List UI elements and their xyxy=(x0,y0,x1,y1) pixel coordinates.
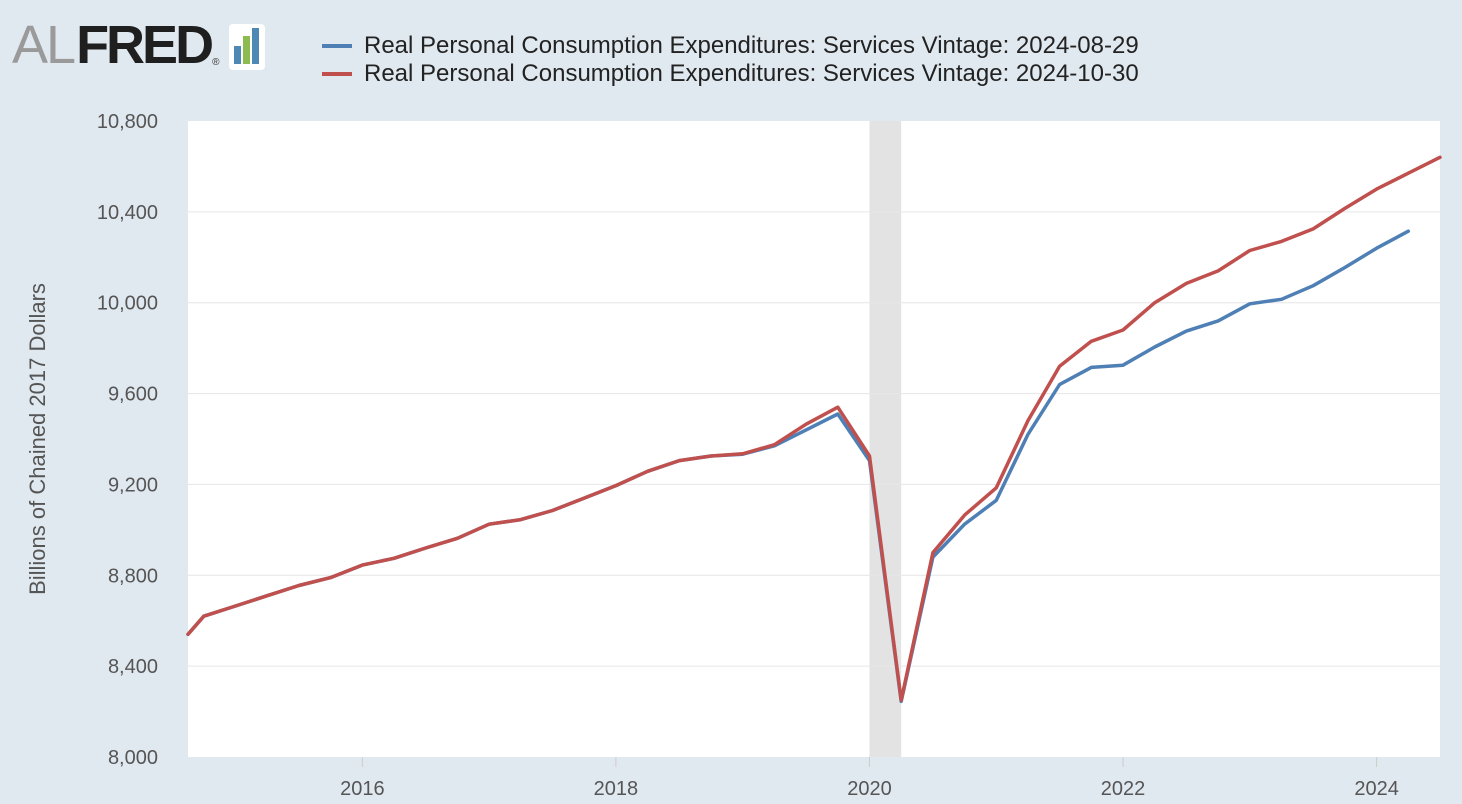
y-tick-label: 8,400 xyxy=(108,656,158,678)
x-tick-label: 2016 xyxy=(340,778,385,800)
x-tick-labels-layer: 2016 2018 2020 2022 2024 xyxy=(340,757,1399,800)
y-tick-label: 8,800 xyxy=(108,565,158,587)
legend-label: Real Personal Consumption Expenditures: … xyxy=(364,60,1139,87)
y-tick-label: 8,000 xyxy=(108,747,158,769)
legend-item-vintage-2024-08-29[interactable]: Real Personal Consumption Expenditures: … xyxy=(322,32,1139,60)
y-tick-label: 9,200 xyxy=(108,474,158,496)
y-tick-label: 9,600 xyxy=(108,384,158,406)
series-layer xyxy=(186,155,1442,704)
y-tick-labels-layer: 8,000 8,400 8,800 9,200 9,600 10,000 10,400 10,… xyxy=(97,111,158,769)
y-tick-label: 10,800 xyxy=(97,111,158,133)
legend-item-vintage-2024-10-30[interactable]: Real Personal Consumption Expenditures: … xyxy=(322,60,1139,88)
gridlines-layer xyxy=(188,211,1440,667)
legend-swatch xyxy=(322,44,352,48)
x-tick-label: 2022 xyxy=(1101,778,1146,800)
x-tick-label: 2024 xyxy=(1354,778,1399,800)
logo-bar-icon xyxy=(243,36,251,64)
plot-area xyxy=(188,121,1440,757)
alfred-logo[interactable]: AL FRED ® xyxy=(12,15,266,75)
legend-swatch xyxy=(322,72,352,76)
chart-legend: Real Personal Consumption Expenditures: … xyxy=(322,32,1139,88)
x-tick-label: 2018 xyxy=(594,778,639,800)
logo-fred-text: FRED xyxy=(76,15,214,75)
y-tick-label: 10,400 xyxy=(97,202,158,224)
legend-label: Real Personal Consumption Expenditures: … xyxy=(364,32,1139,59)
logo-bar-icon xyxy=(234,46,242,64)
series-line-1 xyxy=(186,155,1442,702)
bar-chart-icon xyxy=(229,24,266,70)
logo-registered-mark: ® xyxy=(212,57,220,68)
y-tick-label: 10,000 xyxy=(97,293,158,315)
logo-al-text: AL xyxy=(12,15,76,75)
logo-bar-icon xyxy=(252,28,260,64)
x-tick-label: 2020 xyxy=(847,778,892,800)
y-axis-title: Billions of Chained 2017 Dollars xyxy=(25,283,50,595)
